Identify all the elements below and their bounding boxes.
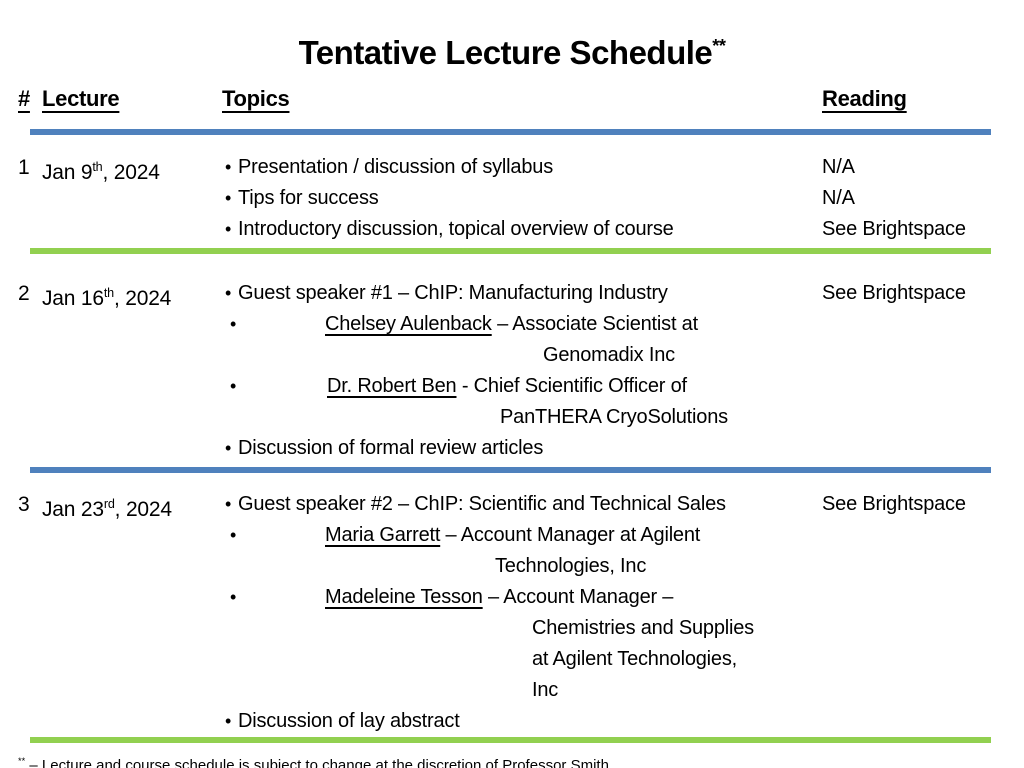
bullet-icon: • [225,711,232,731]
speaker-name: Maria Garrett [325,524,441,546]
schedule-row: 2 Jan 16th, 2024 • Guest speaker #1 – ChIP:… [0,254,1024,464]
divider-blue [30,467,991,473]
title-text: Tentative Lecture Schedule [298,34,713,71]
date-text: Jan 9 [42,161,93,184]
row-number: 3 [18,493,30,516]
bullet-icon: • [230,525,237,545]
divider-green [30,248,991,254]
reading-cell: See Brightspace [822,489,1024,737]
header-lecture: Lecture [42,86,120,111]
page-title: Tentative Lecture Schedule** [0,0,1024,73]
reading-line: See Brightspace [822,218,966,240]
reading-cell: See Brightspace [822,278,1024,464]
topic-line: • Chelsey Aulenback – Associate Scientist… [222,309,822,340]
topic-line: at Agilent Technologies, [222,644,822,675]
bullet-icon: • [225,219,232,239]
topic-text: at Agilent Technologies, [532,648,737,670]
header-reading: Reading [822,86,907,111]
date-ordinal: th [92,160,103,174]
title-footnote-marker: ** [712,36,726,56]
topic-line: Chemistries and Supplies [222,613,822,644]
topic-text: Tips for success [238,187,379,209]
speaker-name: Chelsey Aulenback [325,313,492,335]
date-ordinal: th [103,286,114,300]
lecture-date: Jan 16th, 2024 [42,278,222,464]
speaker-name: Madeleine Tesson [325,586,483,608]
reading-line: See Brightspace [822,282,966,304]
topic-text: Guest speaker #1 – ChIP: Manufacturing I… [238,282,668,304]
bullet-icon: • [230,587,237,607]
topic-text: Introductory discussion, topical overvie… [238,218,674,240]
topic-line: • Presentation / discussion of syllabus [222,152,822,183]
bullet-icon: • [230,314,237,334]
topic-line: • Discussion of formal review articles [222,433,822,464]
schedule-rows: 1 Jan 9th, 2024 • Presentation / discussion… [0,135,1024,743]
footnote: ** – Lecture and course schedule is subj… [0,751,1024,768]
topic-line: Technologies, Inc [222,551,822,582]
topic-line: • Introductory discussion, topical overvi… [222,214,822,245]
topics-cell: • Presentation / discussion of syllabus • T… [222,152,822,245]
bullet-icon: • [225,157,232,177]
topic-line: • Dr. Robert Ben - Chief Scientific Offic… [222,371,822,402]
topic-text: – Account Manager – [482,586,674,608]
bullet-icon: • [225,188,232,208]
topic-text: Discussion of lay abstract [238,710,460,732]
topic-line: Inc [222,675,822,706]
reading-line: N/A [822,187,855,209]
date-year: , 2024 [113,287,172,310]
date-year: , 2024 [102,161,160,184]
topic-text: - Chief Scientific Officer of [456,375,687,397]
topic-text: Inc [532,679,559,701]
reading-line: See Brightspace [822,493,966,515]
topics-cell: • Guest speaker #2 – ChIP: Scientific and… [222,489,822,737]
header-topics: Topics [222,86,290,111]
topic-line: • Discussion of lay abstract [222,706,822,737]
date-text: Jan 16 [42,287,104,310]
bullet-icon: • [225,283,232,303]
date-year: , 2024 [114,498,172,521]
topic-text: Guest speaker #2 – ChIP: Scientific and … [238,493,726,515]
topic-text: Genomadix Inc [543,344,675,366]
topic-line: • Madeleine Tesson – Account Manager – [222,582,822,613]
bullet-icon: • [230,376,237,396]
topic-text: – Associate Scientist at [491,313,698,335]
row-number: 2 [18,282,30,305]
header-number: # [18,86,30,111]
topic-text: PanTHERA CryoSolutions [500,406,728,428]
bullet-icon: • [225,494,232,514]
bullet-icon: • [225,438,232,458]
divider-green [30,737,991,743]
footnote-marker: ** [18,756,26,766]
lecture-date: Jan 9th, 2024 [42,152,222,245]
topic-line: • Tips for success [222,183,822,214]
lecture-date: Jan 23rd, 2024 [42,489,222,737]
divider-blue [30,129,991,135]
schedule-row: 1 Jan 9th, 2024 • Presentation / discussion… [0,135,1024,245]
reading-cell: N/A N/A See Brightspace [822,152,1024,245]
topics-cell: • Guest speaker #1 – ChIP: Manufacturing … [222,278,822,464]
topic-text: Chemistries and Supplies [532,617,754,639]
date-ordinal: rd [103,497,115,511]
topic-line: • Guest speaker #1 – ChIP: Manufacturing … [222,278,822,309]
topic-line: PanTHERA CryoSolutions [222,402,822,433]
topic-text: Discussion of formal review articles [238,437,544,459]
speaker-name: Dr. Robert Ben [327,375,457,397]
row-number: 1 [18,156,30,179]
topic-text: Technologies, Inc [495,555,647,577]
schedule-row: 3 Jan 23rd, 2024 • Guest speaker #2 – ChIP:… [0,473,1024,737]
date-text: Jan 23 [42,498,104,521]
topic-line: • Guest speaker #2 – ChIP: Scientific and… [222,489,822,520]
footnote-text: – Lecture and course schedule is subject… [25,757,609,768]
table-header: # Lecture Topics Reading [0,85,1024,113]
topic-text: – Account Manager at Agilent [440,524,701,546]
topic-text: Presentation / discussion of syllabus [238,156,553,178]
topic-line: • Maria Garrett – Account Manager at Agil… [222,520,822,551]
topic-line: Genomadix Inc [222,340,822,371]
reading-line: N/A [822,156,855,178]
